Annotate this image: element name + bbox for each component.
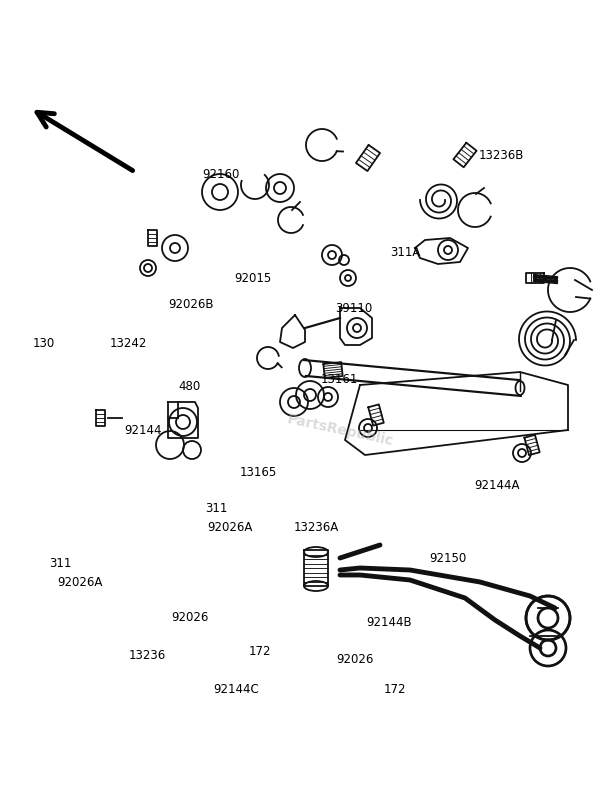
- Text: 92144: 92144: [124, 425, 162, 437]
- Text: 480: 480: [179, 380, 201, 392]
- Text: 92026A: 92026A: [207, 521, 253, 534]
- Text: 13236: 13236: [129, 649, 166, 662]
- Text: 13165: 13165: [240, 466, 277, 479]
- Text: 13242: 13242: [109, 338, 146, 350]
- Text: 92026A: 92026A: [57, 576, 103, 589]
- Text: 92144A: 92144A: [474, 479, 520, 491]
- Text: 92144B: 92144B: [366, 616, 412, 629]
- Text: 92026: 92026: [171, 612, 208, 624]
- Text: 39110: 39110: [335, 302, 372, 315]
- Text: 172: 172: [384, 683, 407, 696]
- Text: 92144C: 92144C: [213, 683, 259, 696]
- Text: 92015: 92015: [234, 272, 271, 285]
- Text: 13236A: 13236A: [294, 521, 339, 534]
- Text: 13161: 13161: [321, 373, 358, 385]
- Text: PartsRepublic: PartsRepublic: [286, 412, 395, 448]
- Text: 92026: 92026: [336, 653, 373, 666]
- Text: 311: 311: [205, 502, 227, 515]
- Text: 311: 311: [49, 557, 71, 570]
- Text: 92160: 92160: [202, 168, 239, 181]
- Text: 13236B: 13236B: [479, 149, 524, 162]
- Text: 172: 172: [249, 645, 271, 658]
- Text: 92026B: 92026B: [168, 298, 214, 311]
- Text: 311A: 311A: [390, 246, 421, 259]
- Text: 92150: 92150: [429, 553, 466, 565]
- Text: 130: 130: [33, 338, 55, 350]
